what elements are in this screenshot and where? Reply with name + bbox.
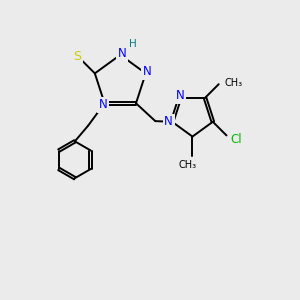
Text: N: N	[143, 65, 152, 78]
Text: N: N	[99, 98, 107, 111]
Text: S: S	[74, 50, 82, 63]
Text: H: H	[129, 40, 136, 50]
Text: CH₃: CH₃	[224, 78, 242, 88]
Text: Cl: Cl	[230, 133, 242, 146]
Text: CH₃: CH₃	[178, 160, 196, 170]
Text: N: N	[164, 115, 173, 128]
Text: N: N	[117, 47, 126, 60]
Text: N: N	[176, 89, 184, 102]
